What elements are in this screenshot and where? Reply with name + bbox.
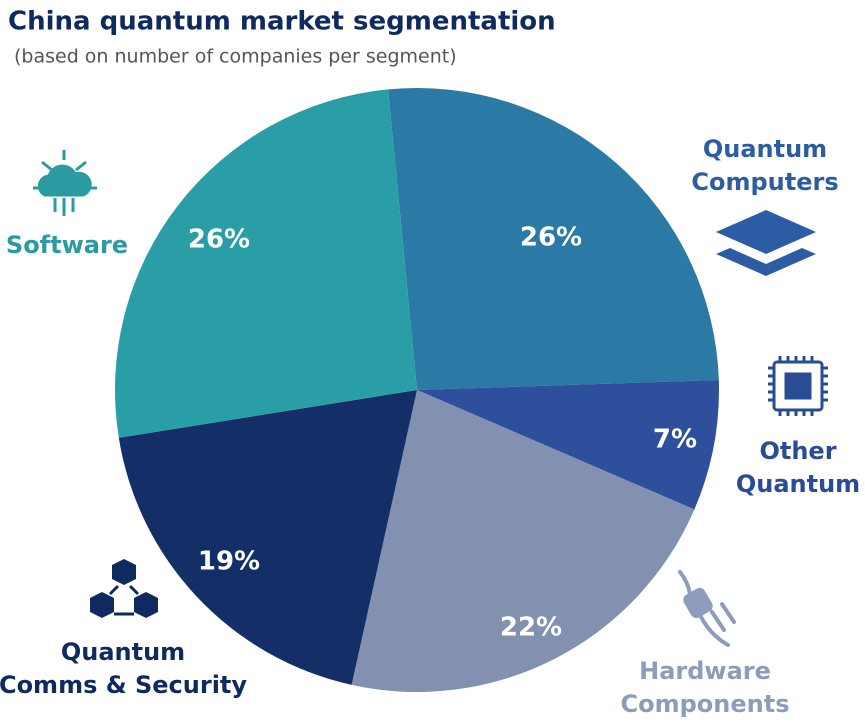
category-label: Hardware Components (621, 657, 790, 718)
category-label: Quantum Comms & Security (0, 638, 247, 699)
category-label: Quantum Computers (691, 135, 838, 196)
icon-comms (90, 559, 158, 618)
value-label: 22% (500, 613, 562, 643)
icon-software (33, 150, 97, 216)
pie-slice (351, 390, 695, 692)
category-label: Software (6, 231, 128, 259)
pie-slice (388, 88, 719, 390)
pie-slice (115, 89, 417, 438)
value-label: 26% (520, 223, 582, 253)
chart-title: China quantum market segmentation (8, 7, 556, 37)
pie-slice (417, 379, 719, 510)
value-label: 7% (653, 425, 697, 455)
category-label: Other Quantum (736, 437, 860, 498)
icon-quantum-computers (716, 210, 816, 276)
icon-hardware (678, 570, 736, 647)
pie-slice (118, 390, 418, 685)
value-label: 19% (198, 547, 260, 577)
chart-subtitle: (based on number of companies per segmen… (14, 46, 457, 68)
pie (115, 88, 719, 692)
icon-other-quantum (768, 356, 828, 416)
value-label: 26% (188, 225, 250, 255)
